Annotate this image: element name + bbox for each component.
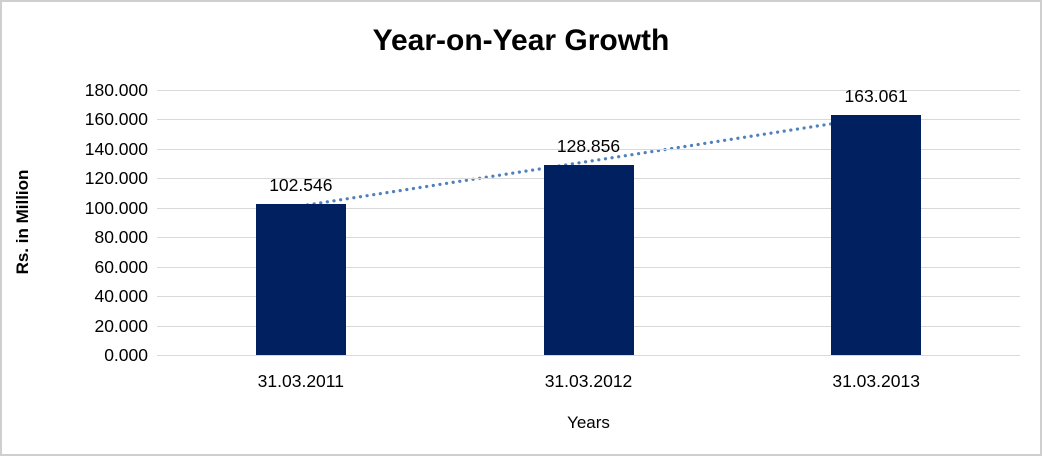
- y-axis-tick-label: 140.000: [84, 138, 148, 159]
- bar: [831, 114, 922, 355]
- x-axis-category-label: 31.03.2011: [257, 371, 344, 391]
- y-axis-tick-label: 20.000: [94, 315, 148, 336]
- x-axis-title: Years: [567, 413, 610, 432]
- y-axis-tick-label: 100.000: [84, 197, 148, 218]
- y-axis-tick-label: 0.000: [104, 345, 148, 365]
- y-axis-tick-label: 80.000: [94, 227, 148, 248]
- bar-value-label: 102.546: [269, 175, 333, 196]
- y-axis-tick-label: 180.000: [84, 80, 148, 100]
- y-axis-tick-label: 60.000: [94, 256, 148, 277]
- bar-value-label: 163.061: [844, 85, 908, 106]
- y-axis-tick-label: 120.000: [84, 168, 148, 189]
- bar: [255, 204, 346, 355]
- x-axis-category-label: 31.03.2013: [832, 371, 920, 391]
- bar-value-label: 128.856: [556, 136, 621, 157]
- bar: [543, 165, 634, 355]
- y-axis-tick-label: 40.000: [94, 286, 148, 307]
- gridline: [157, 119, 1020, 121]
- gridline: [157, 90, 1020, 91]
- chart-title: Year-on-Year Growth: [372, 24, 670, 57]
- y-axis-tick-label: 160.000: [84, 109, 148, 130]
- gridline: [157, 355, 1020, 356]
- x-axis-category-label: 31.03.2012: [544, 371, 633, 391]
- gridline: [157, 148, 1020, 150]
